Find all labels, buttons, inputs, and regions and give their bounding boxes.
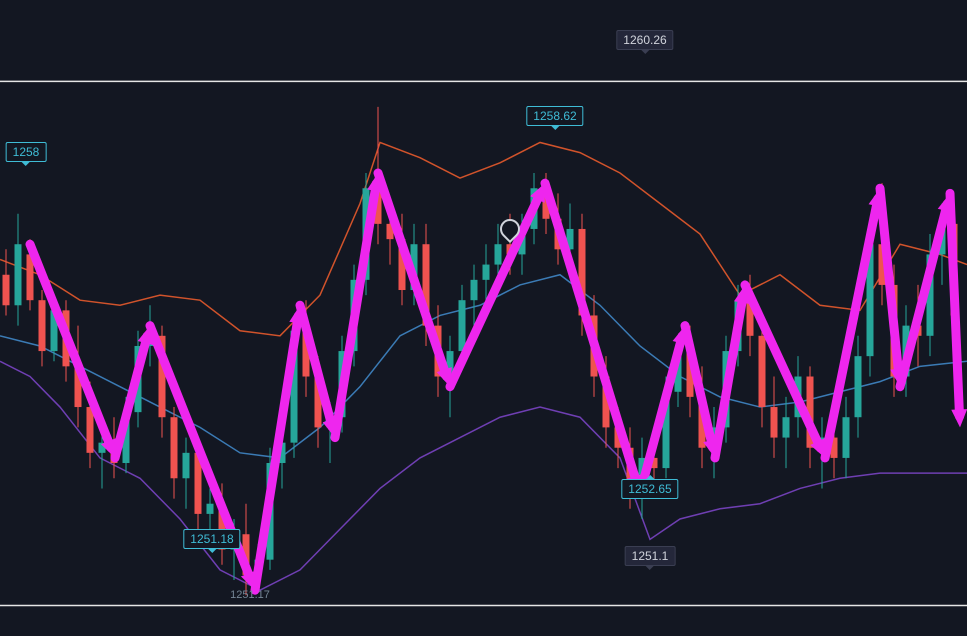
- zigzag-arrow[interactable]: [450, 193, 540, 387]
- zigzag-arrow[interactable]: [378, 173, 447, 376]
- candle-body: [783, 417, 790, 437]
- candle-body: [483, 265, 490, 280]
- zigzag-arrow[interactable]: [545, 183, 637, 483]
- candle-body: [759, 336, 766, 407]
- candle-body: [3, 275, 10, 306]
- candle-body: [183, 453, 190, 478]
- candle-body: [207, 504, 214, 514]
- candle-body: [15, 244, 22, 305]
- zigzag-arrow[interactable]: [950, 193, 960, 416]
- zigzag-arrow[interactable]: [255, 316, 298, 590]
- candle-body: [87, 407, 94, 453]
- candle-body: [771, 407, 778, 438]
- zigzag-arrow[interactable]: [640, 336, 682, 493]
- candle-body: [459, 300, 466, 351]
- zigzag-arrow[interactable]: [335, 184, 376, 438]
- zigzag-arrow[interactable]: [900, 204, 947, 387]
- candle-body: [39, 300, 46, 351]
- candle-body: [471, 280, 478, 300]
- candle-body: [855, 356, 862, 417]
- candle-body: [843, 417, 850, 458]
- zigzag-arrowhead: [951, 409, 967, 427]
- chart-canvas[interactable]: [0, 0, 967, 636]
- zigzag-arrow[interactable]: [150, 326, 251, 581]
- zigzag-arrow[interactable]: [115, 336, 147, 458]
- candle-body: [171, 417, 178, 478]
- candle-body: [495, 244, 502, 264]
- chart-root[interactable]: 1260.261258.6212581252.651251.181251.112…: [0, 0, 967, 636]
- zigzag-arrow[interactable]: [715, 296, 743, 458]
